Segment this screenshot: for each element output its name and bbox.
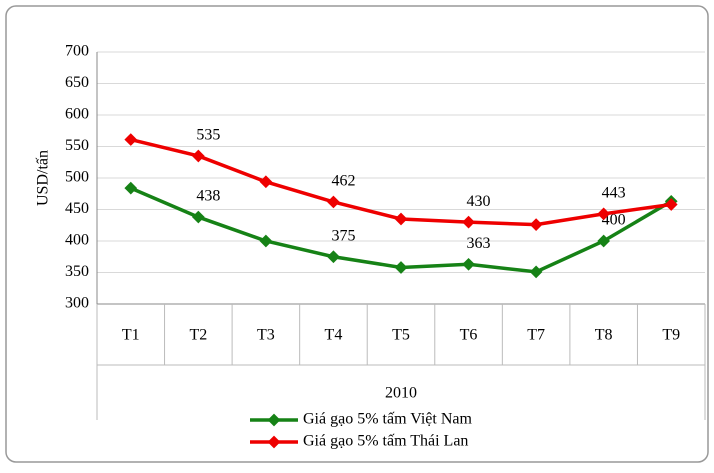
data-point (259, 175, 273, 189)
chart-border (5, 5, 709, 463)
y-tick-label: 600 (65, 106, 89, 123)
y-tick-label: 500 (65, 169, 89, 186)
data-point (259, 234, 273, 248)
y-tick-label: 450 (65, 200, 89, 217)
x-tick-label: T9 (662, 327, 680, 344)
data-point (394, 212, 408, 226)
x-tick-label: T7 (527, 327, 545, 344)
legend-marker (267, 413, 281, 427)
x-tick-label: T5 (392, 327, 410, 344)
x-group-label: 2010 (385, 385, 417, 402)
y-tick-label: 650 (65, 74, 89, 91)
legend-label: Giá gạo 5% tấm Việt Nam (303, 411, 472, 428)
data-label: 438 (196, 188, 220, 205)
x-tick-label: T2 (189, 327, 207, 344)
x-tick-label: T3 (257, 327, 275, 344)
x-tick-label: T6 (460, 327, 478, 344)
x-tick-label: T8 (595, 327, 613, 344)
data-point (327, 195, 340, 209)
data-point (462, 257, 475, 271)
y-tick-label: 400 (65, 232, 89, 249)
data-label: 443 (602, 185, 626, 202)
y-tick-label: 350 (65, 263, 89, 280)
x-tick-label: T1 (122, 327, 140, 344)
data-label: 430 (467, 193, 491, 210)
y-tick-label: 700 (65, 43, 89, 60)
x-tick-label: T4 (325, 327, 343, 344)
data-label: 535 (196, 127, 220, 144)
data-label: 462 (331, 173, 355, 190)
y-axis-label: USD/tấn (35, 150, 52, 206)
data-point (191, 149, 205, 163)
data-point (462, 215, 475, 229)
data-point (394, 261, 408, 274)
data-point (191, 210, 205, 224)
y-tick-label: 300 (65, 295, 89, 312)
data-point (124, 133, 138, 146)
legend-label: Giá gạo 5% tấm Thái Lan (303, 433, 468, 450)
data-point (327, 250, 340, 264)
legend-marker (267, 435, 281, 449)
data-label: 363 (467, 235, 491, 252)
y-tick-label: 550 (65, 137, 89, 154)
data-label: 375 (331, 227, 355, 244)
